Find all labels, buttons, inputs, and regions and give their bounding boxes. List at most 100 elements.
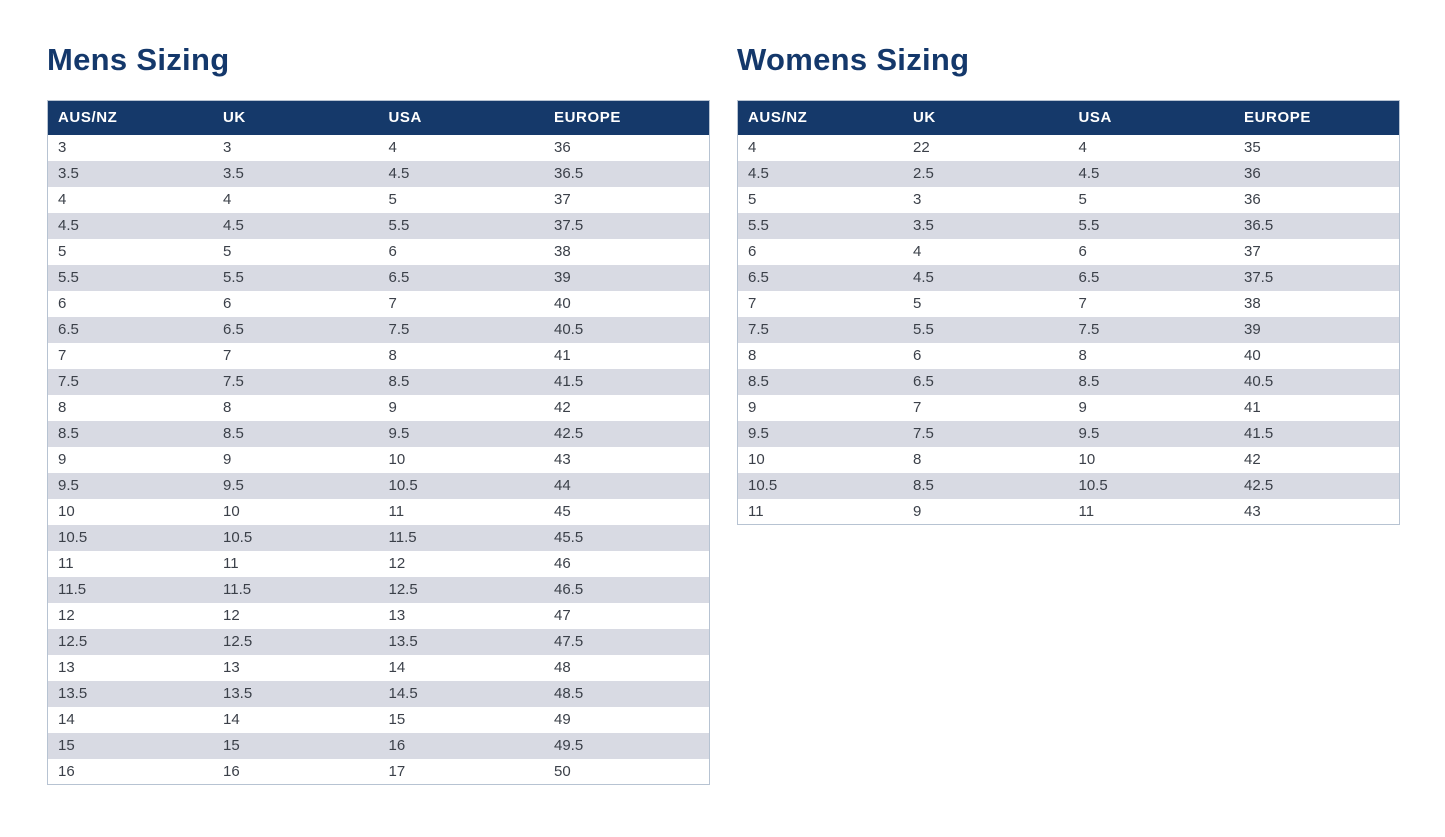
table-cell: 10 [1078, 451, 1096, 468]
table-cell: 40 [554, 295, 571, 312]
table-row: 9 9 10 43 [47, 446, 710, 473]
table-cell: 15 [58, 737, 75, 754]
table-cell: 9 [388, 399, 397, 416]
table-cell: 40.5 [1244, 373, 1274, 390]
table-cell: 11 [1078, 502, 1095, 520]
table-cell: 10.5 [1078, 477, 1108, 494]
table-cell: 46 [554, 555, 571, 572]
table-row: 7 7 8 41 [47, 342, 710, 369]
table-cell: 9.5 [223, 477, 244, 494]
table-cell: 12.5 [223, 633, 253, 650]
table-cell: 7.5 [223, 373, 244, 390]
table-cell: 6.5 [58, 321, 79, 338]
table-row: 4 22 4 35 [737, 134, 1400, 161]
table-cell: 7 [913, 399, 922, 416]
table-cell: 6.5 [223, 321, 244, 338]
table-cell: 13 [223, 659, 240, 676]
table-cell: 5.5 [748, 217, 769, 234]
table-cell: 5 [748, 191, 757, 208]
table-row: 9 7 9 41 [737, 394, 1400, 421]
table-cell: 8.5 [388, 373, 410, 390]
table-cell: 16 [223, 762, 240, 780]
table-cell: 6 [223, 295, 232, 312]
table-cell: 11.5 [388, 529, 417, 546]
table-cell: 9 [58, 451, 67, 468]
table-cell: 15 [388, 711, 406, 728]
table-row: 7.5 5.5 7.5 39 [737, 316, 1400, 343]
table-row: 11 9 11 43 [737, 498, 1400, 525]
table-cell: 5.5 [1078, 217, 1100, 234]
table-cell: 11 [58, 555, 74, 572]
table-cell: 12.5 [388, 581, 418, 598]
table-row: 3.5 3.5 4.5 36.5 [47, 160, 710, 187]
table-cell: 6.5 [388, 269, 410, 286]
table-row: 11 11 12 46 [47, 550, 710, 577]
table-cell: 13 [388, 607, 406, 624]
table-cell: 12 [223, 607, 240, 624]
table-row: 5.5 5.5 6.5 39 [47, 264, 710, 291]
table-cell: 13 [58, 659, 75, 676]
table-cell: 43 [1244, 502, 1261, 520]
table-cell: 10.5 [388, 477, 418, 494]
table-row: 10 10 11 45 [47, 498, 710, 525]
table-cell: 2.5 [913, 165, 934, 182]
table-cell: 4.5 [913, 269, 934, 286]
mens-table-header: AUS/NZ UK USA EUROPE [47, 100, 710, 135]
table-row: 6.5 6.5 7.5 40.5 [47, 316, 710, 343]
table-cell: 4.5 [1078, 165, 1100, 182]
column-header: UK [213, 100, 379, 135]
table-row: 7.5 7.5 8.5 41.5 [47, 368, 710, 395]
table-cell: 47 [554, 607, 571, 624]
table-cell: 6.5 [748, 269, 769, 286]
table-cell: 38 [1244, 295, 1261, 312]
table-cell: 8 [223, 399, 232, 416]
table-cell: 8.5 [1078, 373, 1100, 390]
table-cell: 9.5 [1078, 425, 1100, 442]
table-cell: 15 [223, 737, 240, 754]
table-cell: 8.5 [58, 425, 79, 442]
table-cell: 12 [388, 555, 406, 572]
table-cell: 11 [388, 503, 405, 520]
table-cell: 8 [913, 451, 922, 468]
table-cell: 7 [748, 295, 757, 312]
column-header: AUS/NZ [47, 100, 213, 135]
table-cell: 5 [1078, 191, 1087, 208]
table-cell: 38 [554, 243, 571, 260]
table-cell: 4.5 [223, 217, 244, 234]
table-cell: 45 [554, 503, 571, 520]
table-row: 6 6 7 40 [47, 290, 710, 317]
table-cell: 42 [1244, 451, 1261, 468]
table-cell: 14 [58, 711, 75, 728]
table-cell: 7 [58, 347, 67, 364]
table-cell: 14.5 [388, 685, 418, 702]
table-cell: 22 [913, 139, 930, 156]
table-cell: 6 [58, 295, 67, 312]
table-row: 12 12 13 47 [47, 602, 710, 629]
table-row: 11.5 11.5 12.5 46.5 [47, 576, 710, 603]
table-row: 9.5 7.5 9.5 41.5 [737, 420, 1400, 447]
table-cell: 6.5 [1078, 269, 1100, 286]
table-cell: 10 [388, 451, 406, 468]
table-cell: 13.5 [388, 633, 418, 650]
table-cell: 5 [913, 295, 922, 312]
table-cell: 7 [223, 347, 232, 364]
table-cell: 3 [223, 139, 232, 156]
table-cell: 37 [554, 191, 571, 208]
table-cell: 9 [748, 399, 757, 416]
table-cell: 4 [913, 243, 922, 260]
table-cell: 11.5 [223, 581, 252, 598]
table-cell: 4 [223, 191, 232, 208]
table-cell: 5.5 [223, 269, 244, 286]
table-cell: 7 [1078, 295, 1087, 312]
table-cell: 39 [554, 269, 571, 286]
table-cell: 10 [223, 503, 240, 520]
table-cell: 14 [223, 711, 240, 728]
womens-sizing-table: AUS/NZ UK USA EUROPE 4 22 4 35 4.5 2.5 4.5 36 5 3 5 36… [737, 100, 1400, 525]
table-cell: 16 [58, 762, 75, 780]
table-cell: 36 [1244, 165, 1261, 182]
column-header: EUROPE [1234, 100, 1400, 135]
table-cell: 8.5 [748, 373, 769, 390]
column-header: USA [378, 100, 544, 135]
table-cell: 5 [58, 243, 67, 260]
mens-sizing-title: Mens Sizing [47, 42, 230, 77]
